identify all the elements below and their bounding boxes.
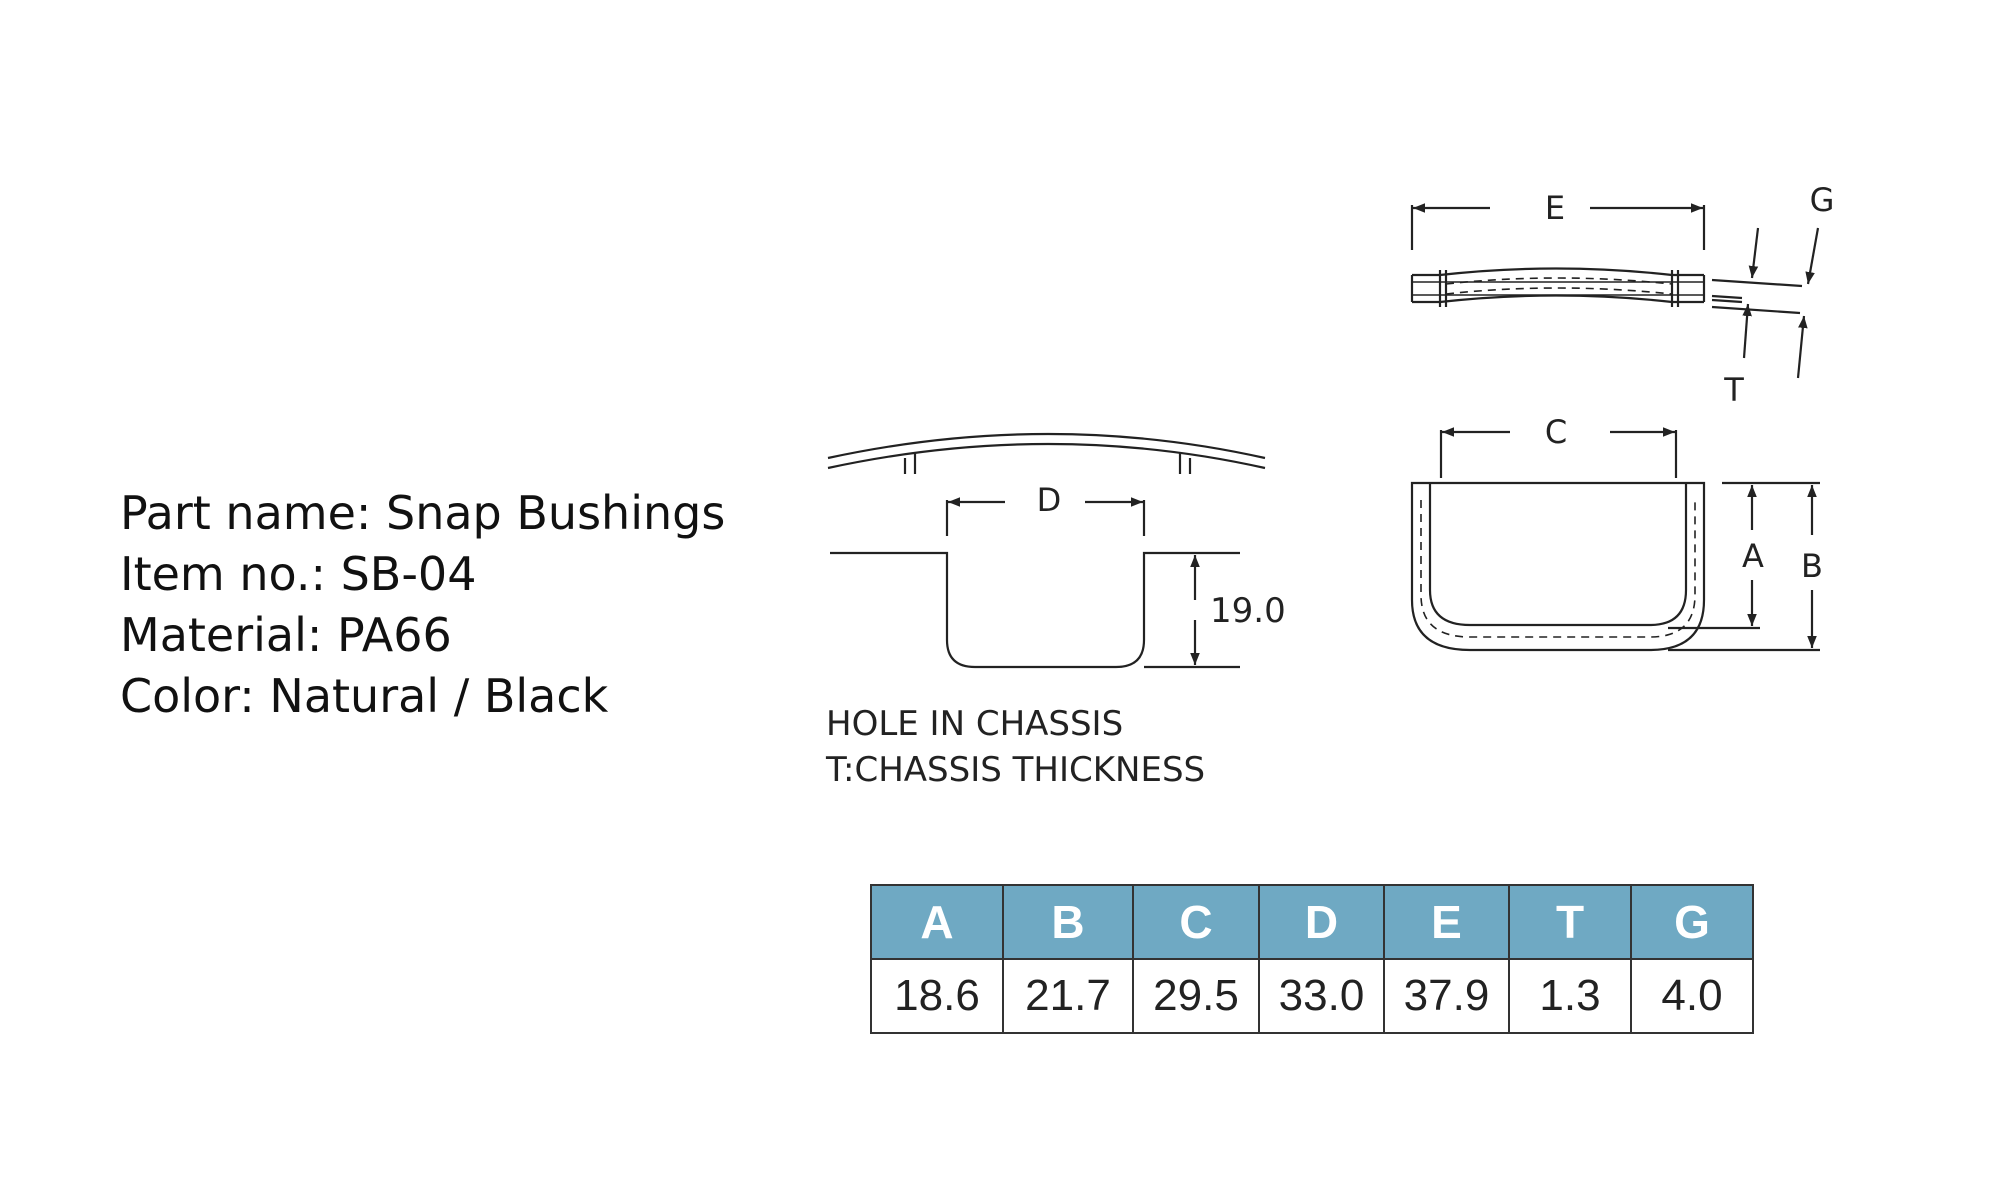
value-a: 18.6 <box>870 958 1004 1034</box>
bushing-top-outline-inner <box>827 442 1266 470</box>
header-t: T <box>1508 884 1632 960</box>
header-b: B <box>1002 884 1134 960</box>
u-profile-inner <box>1428 483 1688 627</box>
value-g: 4.0 <box>1630 958 1754 1034</box>
header-a: A <box>870 884 1004 960</box>
label-c: C <box>1545 413 1567 451</box>
header-g: G <box>1630 884 1754 960</box>
bushing-side-view <box>1410 427 1820 652</box>
label-t: T <box>1723 371 1744 409</box>
item-number: Item no.: SB-04 <box>120 547 477 601</box>
hole-profile <box>830 551 1240 669</box>
table-row: 18.6 21.7 29.5 33.0 37.9 1.3 4.0 <box>870 958 1754 1034</box>
u-profile-outer <box>1410 481 1706 652</box>
header-e: E <box>1383 884 1510 960</box>
note-chassis-thickness: T:CHASSIS THICKNESS <box>825 750 1205 790</box>
value-t: 1.3 <box>1508 958 1632 1034</box>
header-c: C <box>1132 884 1260 960</box>
part-name: Part name: Snap Bushings <box>120 486 726 540</box>
label-g: G <box>1810 181 1835 219</box>
value-b: 21.7 <box>1002 958 1134 1034</box>
note-hole-in-chassis: HOLE IN CHASSIS <box>826 704 1123 744</box>
value-c: 29.5 <box>1132 958 1260 1034</box>
value-d: 33.0 <box>1258 958 1385 1034</box>
chassis-hole-view <box>827 432 1266 669</box>
part-info: Part name: Snap Bushings Item no.: SB-04… <box>120 483 725 727</box>
dimensions-table: A B C D E T G 18.6 21.7 29.5 33.0 37.9 1… <box>870 884 1754 1034</box>
color: Color: Natural / Black <box>120 669 609 723</box>
label-e: E <box>1545 189 1565 227</box>
header-d: D <box>1258 884 1385 960</box>
bushing-top-view <box>1410 203 1820 379</box>
bushing-top-outline-outer <box>827 432 1266 460</box>
value-e: 37.9 <box>1383 958 1510 1034</box>
material: Material: PA66 <box>120 608 452 662</box>
table-header-row: A B C D E T G <box>870 884 1754 960</box>
label-d: D <box>1037 481 1062 519</box>
label-a: A <box>1742 537 1764 575</box>
label-b: B <box>1801 547 1823 585</box>
dim-depth: 19.0 <box>1210 591 1286 631</box>
